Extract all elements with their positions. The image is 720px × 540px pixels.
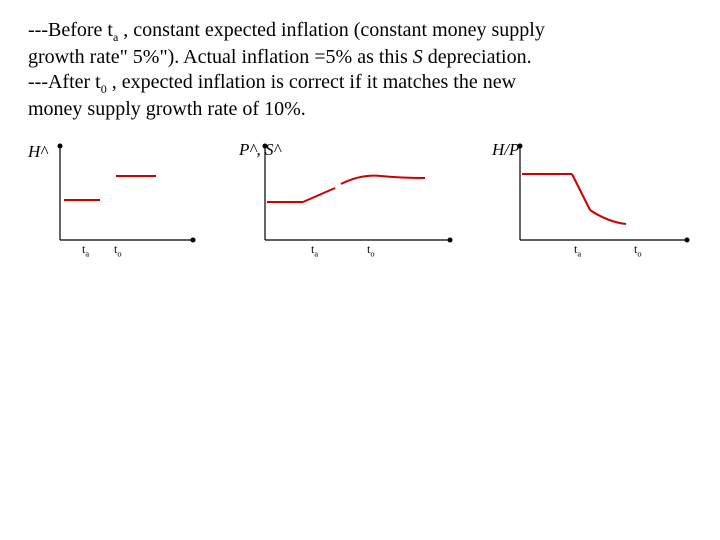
chart2-tick-ta: ta (311, 242, 318, 258)
chart1-svg (28, 140, 198, 260)
text-line-2: growth rate" 5%"). Actual inflation =5% … (28, 45, 692, 70)
charts-row: H^ ta to P^, S^ ta to H/P ta to (28, 140, 692, 260)
line3-post: , expected inflation is correct if it ma… (107, 71, 516, 93)
chart2-title: P^, S^ (239, 140, 281, 160)
line1-post: , constant expected inflation (constant … (118, 19, 545, 41)
chart1-tick-to: to (114, 242, 122, 258)
chart2-tick-to: to (367, 242, 375, 258)
text-line-3: ---After t0 , expected inflation is corr… (28, 70, 692, 97)
line3-pre: ---After t (28, 71, 101, 93)
chart3-title: H/P (492, 140, 519, 160)
body-text: ---Before ta , constant expected inflati… (28, 18, 692, 122)
chart-h-over-p: H/P ta to (502, 140, 692, 260)
line2-pre: growth rate" 5%"). Actual inflation =5% … (28, 46, 413, 68)
chart1-title: H^ (28, 142, 47, 162)
chart3-svg (502, 140, 692, 260)
chart-h-hat: H^ ta to (28, 140, 198, 260)
line1-pre: ---Before t (28, 19, 113, 41)
line2-post: depreciation. (423, 46, 532, 68)
chart1-tick-ta: ta (82, 242, 89, 258)
chart3-tick-to: to (634, 242, 642, 258)
text-line-4: money supply growth rate of 10%. (28, 97, 692, 122)
chart-p-s-hat: P^, S^ ta to (245, 140, 455, 260)
page: ---Before ta , constant expected inflati… (0, 0, 720, 540)
chart3-tick-ta: ta (574, 242, 581, 258)
line2-italic-S: S (413, 46, 423, 68)
text-line-1: ---Before ta , constant expected inflati… (28, 18, 692, 45)
